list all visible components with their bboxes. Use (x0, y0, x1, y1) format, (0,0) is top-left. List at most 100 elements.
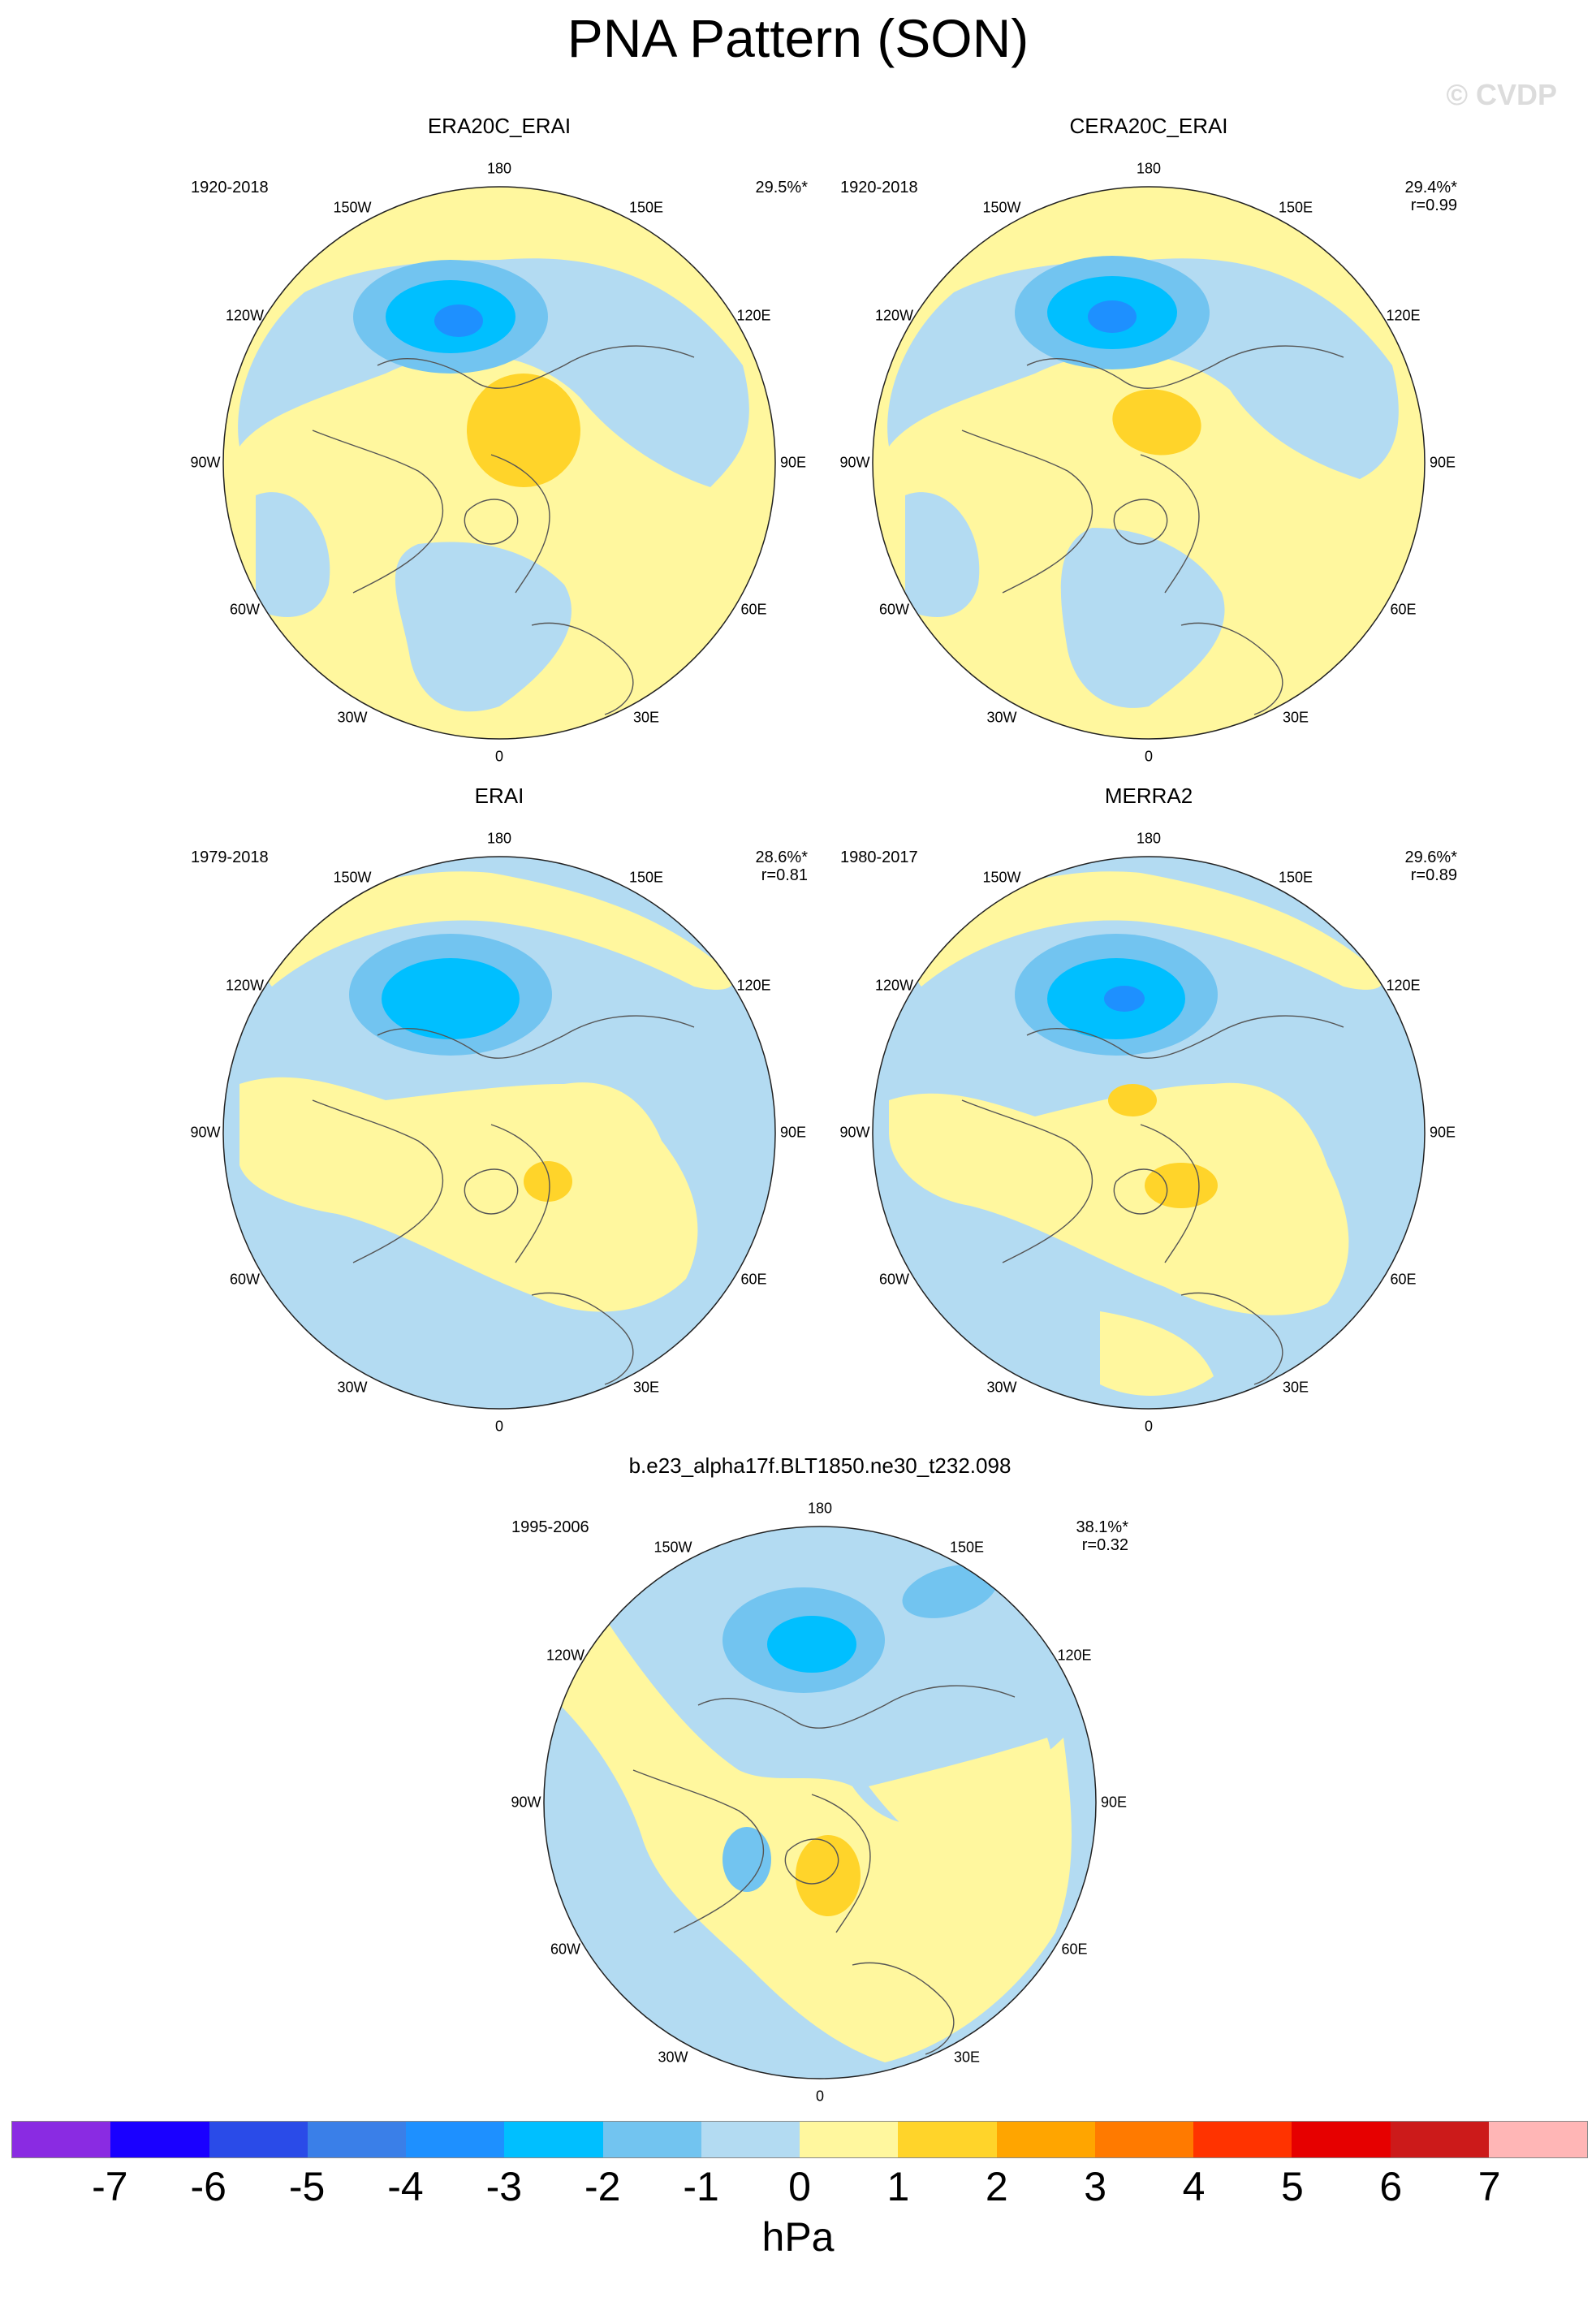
longitude-label: 150W (333, 869, 372, 886)
anomaly-contour (256, 492, 330, 617)
longitude-label: 60W (878, 1271, 909, 1288)
colorbar-cell (1488, 2122, 1587, 2157)
colorbar-tick-label: 0 (788, 2164, 811, 2209)
polar-map (872, 186, 1426, 740)
colorbar-tick-label: 4 (1182, 2164, 1206, 2209)
panel-correlation: r=0.89 (1410, 866, 1457, 884)
panel-title: MERRA2 (1104, 784, 1193, 808)
colorbar-tick-label: 3 (1084, 2164, 1107, 2209)
longitude-label: 30E (1282, 1379, 1309, 1395)
panel-variance-percent: 38.1%* (1076, 1518, 1129, 1536)
panel-correlation: r=0.32 (1081, 1536, 1128, 1554)
map-border (872, 186, 1426, 740)
colorbar-units: hPa (761, 2214, 835, 2260)
longitude-label: 90W (511, 1794, 541, 1811)
anomaly-contour (902, 1565, 998, 1618)
colorbar-tick-label: 1 (886, 2164, 910, 2209)
anomaly-contour (1112, 389, 1201, 456)
coastline (632, 1769, 765, 1933)
colorbar-cell (209, 2122, 308, 2157)
colorbar-tick-label: 6 (1379, 2164, 1403, 2209)
anomaly-contour (267, 871, 733, 990)
map-panel: CERA20C_ERAI 1920-2018 29.4%* r=0.99 180 150E… (783, 114, 1514, 812)
coastline (1140, 454, 1200, 594)
colorbar-labels: -7 -6 -5 -4 -3 -2 -1 0 1 2 3 4 5 6 7 (0, 2163, 1596, 2212)
coastline (490, 1124, 550, 1263)
panel-period: 1979-2018 (191, 849, 269, 866)
longitude-label: 150E (1278, 199, 1313, 216)
colorbar-cell (800, 2122, 899, 2157)
page-title: PNA Pattern (SON) (567, 8, 1029, 68)
longitude-label: 180 (807, 1500, 833, 1517)
panel-title: CERA20C_ERAI (1069, 114, 1228, 138)
anomaly-contour (1060, 528, 1225, 708)
longitude-label: 30E (1282, 709, 1309, 725)
polar-map (222, 856, 776, 1410)
panel-period: 1995-2006 (511, 1518, 589, 1536)
coastline (1026, 1015, 1344, 1059)
longitude-label: 90W (190, 1124, 221, 1141)
longitude-label: 120W (874, 977, 913, 994)
longitude-label: 60W (878, 601, 909, 618)
colorbar-tick-label: -3 (485, 2164, 523, 2209)
longitude-label: 120E (1386, 307, 1421, 324)
map-panel: MERRA2 1980-2017 29.6%* r=0.89 180 150E 120E 90… (783, 784, 1514, 1482)
longitude-label: 0 (815, 2088, 825, 2105)
colorbar-tick-label: -7 (92, 2164, 128, 2209)
coastline (531, 622, 634, 715)
colorbar-cell (110, 2122, 209, 2157)
colorbar-tick-label: -6 (190, 2164, 226, 2209)
map-border (222, 856, 776, 1410)
coastline (464, 499, 519, 545)
anomaly-contour (917, 871, 1382, 990)
longitude-label: 90E (1429, 1124, 1456, 1141)
longitude-label: 30E (953, 2049, 981, 2065)
longitude-label: 120E (1386, 977, 1421, 994)
coastline (852, 1962, 955, 2055)
coastline (784, 1838, 839, 1885)
panel-period: 1980-2017 (840, 849, 918, 866)
longitude-label: 30W (337, 709, 368, 725)
coastline (490, 454, 550, 594)
coastline (531, 1292, 634, 1385)
panel-correlation: r=0.81 (761, 866, 808, 884)
anomaly-contour (434, 304, 483, 337)
coastline (811, 1794, 871, 1933)
longitude-label: 180 (1136, 160, 1162, 177)
longitude-label: 30W (658, 2049, 688, 2065)
colorbar-cell (1193, 2122, 1292, 2157)
coastline (464, 1168, 519, 1215)
longitude-label: 120E (736, 307, 771, 324)
panel-title: b.e23_alpha17f.BLT1850.ne30_t232.098 (628, 1453, 1012, 1478)
colorbar-tick-label: -4 (387, 2164, 424, 2209)
map-border (872, 856, 1426, 1410)
coastline (1140, 1124, 1200, 1263)
longitude-label: 120W (874, 307, 913, 324)
longitude-label: 90W (839, 1124, 870, 1141)
colorbar-cell (996, 2122, 1095, 2157)
coastline (961, 1099, 1093, 1263)
panel-period: 1920-2018 (191, 179, 269, 196)
longitude-label: 90E (1100, 1794, 1128, 1811)
coastline (1180, 1292, 1283, 1385)
panel-variance-percent: 29.5%* (755, 179, 809, 196)
anomaly-contour (1100, 1311, 1214, 1396)
anomaly-contour (239, 1077, 698, 1312)
panel-title: ERA20C_ERAI (427, 114, 572, 138)
colorbar-cell (307, 2122, 406, 2157)
colorbar-tick-label: -2 (584, 2164, 621, 2209)
coastline (1113, 1168, 1168, 1215)
anomaly-contour (869, 1738, 1054, 1884)
colorbar-cell (1390, 2122, 1489, 2157)
longitude-label: 60E (1390, 1271, 1417, 1288)
polar-map (222, 186, 776, 740)
longitude-label: 120E (736, 977, 771, 994)
longitude-label: 90E (1429, 454, 1456, 471)
longitude-label: 150W (333, 199, 372, 216)
colorbar-cell (602, 2122, 701, 2157)
longitude-label: 30E (632, 709, 660, 725)
longitude-label: 30W (986, 709, 1017, 725)
map-panel: ERAI 1979-2018 28.6%* r=0.81 180 150E 120E 90E 6… (134, 784, 865, 1482)
coastline (312, 1099, 444, 1263)
coastline (377, 345, 695, 389)
